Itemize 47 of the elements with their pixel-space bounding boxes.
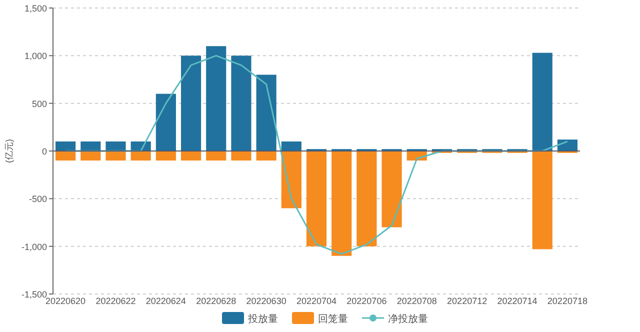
bar [106,151,126,161]
x-tick-label: 20220630 [246,296,286,306]
bar [156,94,176,151]
x-tick-label: 20220712 [447,296,488,306]
bar [231,56,252,151]
x-tick-label: 20220704 [296,296,337,306]
x-tick-label: 20220706 [346,296,387,306]
bar [156,151,176,161]
y-tick-label: -1,000 [21,242,47,252]
bar [281,141,302,151]
bar [256,74,276,151]
bar [532,151,552,250]
bar [356,151,377,246]
bar [80,141,101,151]
bar [106,141,126,151]
y-tick-label: -1,500 [21,290,47,300]
legend-label: 投放量 [247,313,278,325]
bar [180,56,202,151]
bar [56,151,76,161]
bar [256,151,276,161]
bar [332,151,352,256]
x-tick-label: 20220708 [396,296,437,306]
y-tick-label: 1,500 [24,4,47,14]
y-tick-label: -500 [28,194,47,204]
y-axis-title: (亿元) [4,139,14,163]
bar [382,151,402,228]
bar [532,52,552,151]
x-tick-label: 20220718 [547,296,588,306]
legend-label: 净投放量 [388,313,428,325]
x-tick-label: 20220624 [146,296,186,306]
bar [206,46,226,151]
y-tick-label: 1,000 [24,51,47,62]
bar [130,151,151,161]
y-tick-label: 0 [42,146,47,156]
x-tick-label: 20220622 [96,296,136,306]
x-tick-label: 20220714 [497,296,538,306]
y-tick-label: 500 [32,98,47,109]
bar [281,151,302,208]
bar [56,141,76,151]
line-series [64,54,568,255]
x-tick-label: 20220620 [46,296,86,306]
legend-label: 回笼量 [318,313,348,325]
bar [231,151,252,161]
x-tick-label: 20220628 [196,296,236,306]
bar [306,151,327,246]
bar [180,151,202,161]
bar [206,151,226,161]
